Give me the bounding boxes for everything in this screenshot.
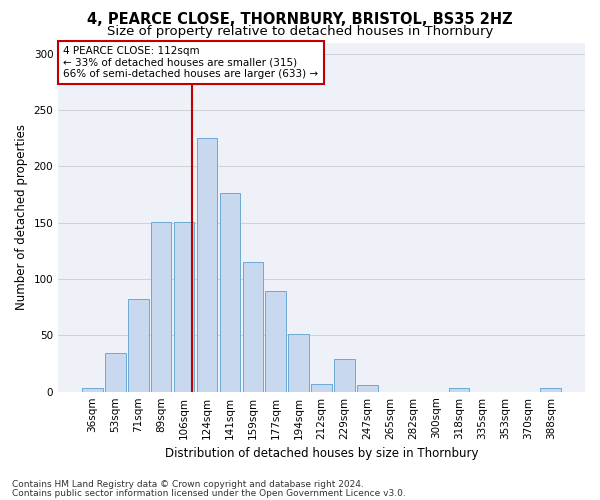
Bar <box>151 222 172 392</box>
Text: 4, PEARCE CLOSE, THORNBURY, BRISTOL, BS35 2HZ: 4, PEARCE CLOSE, THORNBURY, BRISTOL, BS3… <box>87 12 513 28</box>
Bar <box>174 222 194 392</box>
Bar <box>82 388 103 392</box>
Bar <box>197 138 217 392</box>
Bar <box>220 194 240 392</box>
Bar <box>449 388 469 392</box>
Text: Size of property relative to detached houses in Thornbury: Size of property relative to detached ho… <box>107 25 493 38</box>
Text: Contains public sector information licensed under the Open Government Licence v3: Contains public sector information licen… <box>12 488 406 498</box>
Bar <box>265 292 286 392</box>
X-axis label: Distribution of detached houses by size in Thornbury: Distribution of detached houses by size … <box>165 447 478 460</box>
Bar <box>128 300 149 392</box>
Bar <box>311 384 332 392</box>
Bar <box>334 359 355 392</box>
Text: Contains HM Land Registry data © Crown copyright and database right 2024.: Contains HM Land Registry data © Crown c… <box>12 480 364 489</box>
Bar <box>357 385 378 392</box>
Bar <box>105 354 125 392</box>
Bar <box>289 334 309 392</box>
Bar <box>541 388 561 392</box>
Y-axis label: Number of detached properties: Number of detached properties <box>15 124 28 310</box>
Bar <box>242 262 263 392</box>
Text: 4 PEARCE CLOSE: 112sqm
← 33% of detached houses are smaller (315)
66% of semi-de: 4 PEARCE CLOSE: 112sqm ← 33% of detached… <box>64 46 319 79</box>
